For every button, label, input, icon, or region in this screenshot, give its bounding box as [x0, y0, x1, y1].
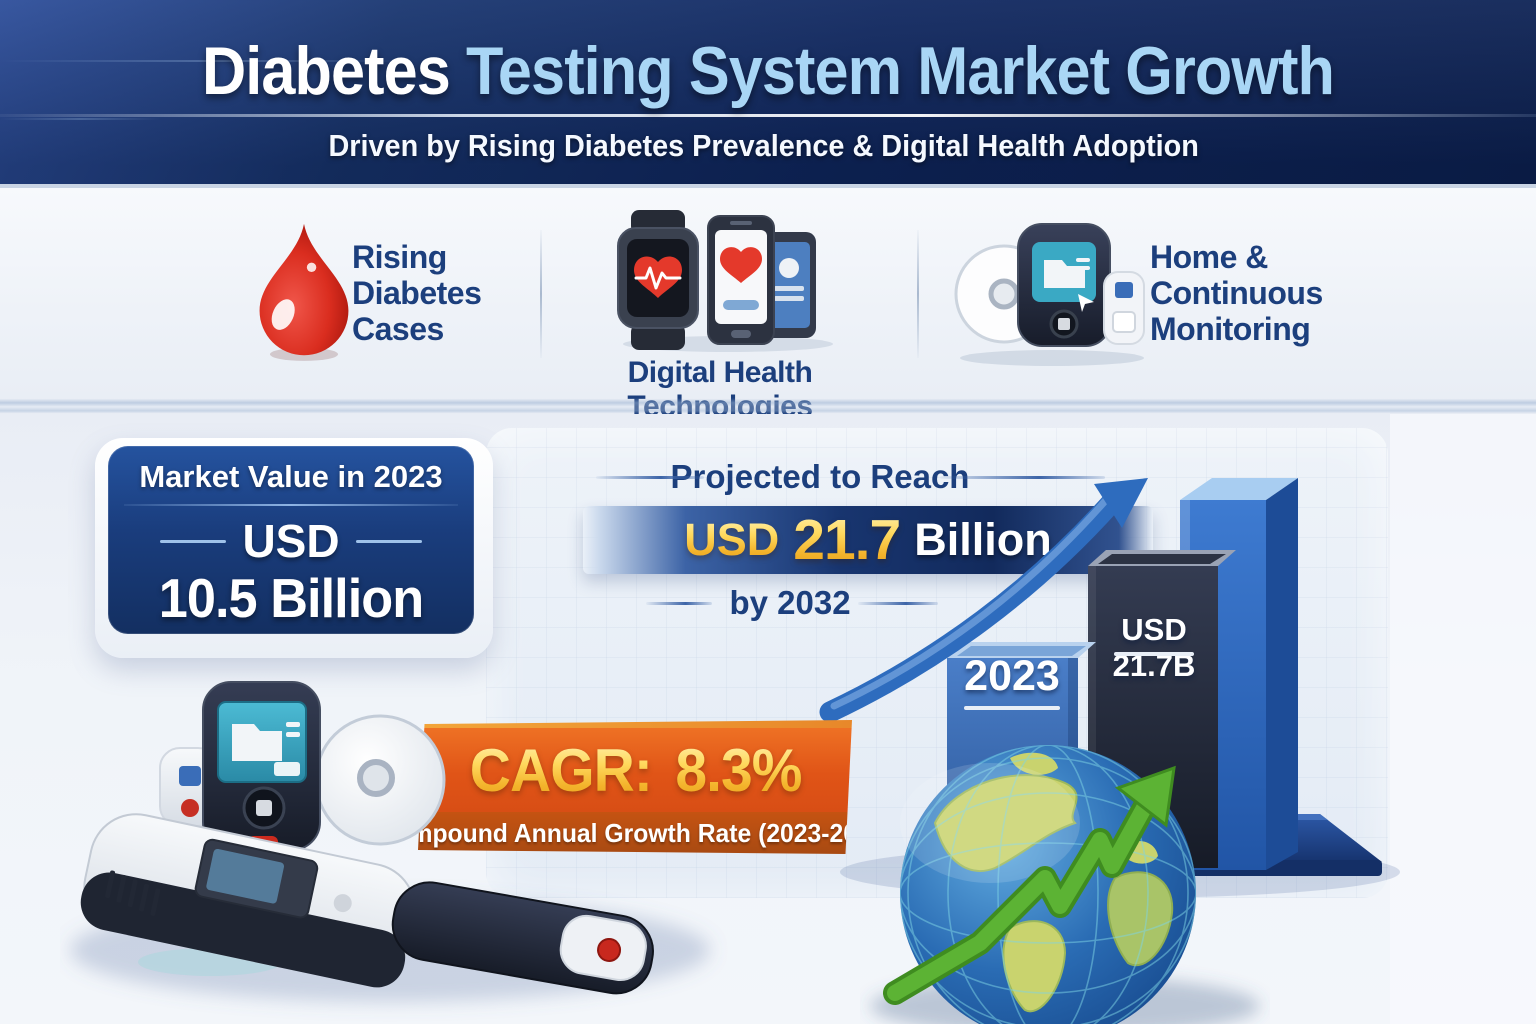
glucose-monitor-icon	[954, 223, 1145, 366]
projection-unit: Billion	[914, 514, 1052, 565]
vertical-divider	[540, 230, 542, 358]
dash-line	[940, 476, 1105, 479]
smartwatch-icon	[617, 210, 699, 350]
dash-line	[646, 602, 712, 605]
wearable-devices-icon	[617, 210, 833, 352]
green-growth-arrow-icon	[883, 765, 1176, 1005]
cagr-label: CAGR:	[469, 736, 653, 804]
health-phone-icon	[707, 215, 775, 345]
dash-line	[596, 476, 704, 479]
dash-line	[355, 539, 422, 543]
blood-drop-icon	[259, 223, 349, 361]
lancing-device-body	[80, 813, 416, 988]
glucose-devices-illustration	[70, 681, 710, 1002]
globe-illustration	[870, 745, 1260, 1024]
page-title: Diabetes Testing System Market Growth	[77, 32, 1459, 110]
features-band: Rising Diabetes Cases	[0, 184, 1536, 423]
globe-graticule	[900, 745, 1196, 1024]
feature-label-rising-diabetes: Rising Diabetes Cases	[352, 239, 482, 347]
right-background	[1390, 414, 1536, 1024]
market-value-card: Market Value in 2023 USD 10.5 Billion	[95, 438, 493, 658]
meter-icon	[1017, 223, 1111, 347]
header-streak	[0, 118, 160, 120]
title-accent: Diabetes	[201, 33, 451, 109]
title-rest: Testing System Market Growth	[449, 33, 1335, 109]
bar-label-underline	[1114, 652, 1194, 656]
cagr-banner-edge	[418, 720, 852, 728]
page-subtitle: Driven by Rising Diabetes Prevalence & D…	[328, 128, 1199, 163]
bar-label-underline	[964, 706, 1060, 710]
handheld-device-icon	[1103, 271, 1145, 345]
market-value-currency: USD	[242, 515, 340, 567]
vertical-divider	[917, 230, 919, 358]
dash-line	[858, 602, 938, 605]
bar-label-2023: 2023	[964, 652, 1060, 700]
cagr-sublabel: Compound Annual Growth Rate (2023-2022)	[377, 817, 893, 848]
projection-currency: USD	[684, 514, 780, 565]
feature-label-home-monitoring: Home & Continuous Monitoring	[1150, 239, 1323, 347]
market-value-title: Market Value in 2023	[139, 459, 443, 494]
phone-secondary-icon	[762, 232, 816, 338]
market-value-divider	[124, 504, 458, 506]
growth-arrow-icon	[819, 478, 1148, 723]
header-divider-line	[0, 114, 1536, 117]
market-value-box: Market Value in 2023 USD 10.5 Billion	[108, 446, 474, 634]
lancing-device-arm	[391, 881, 654, 995]
sensor-disc	[314, 714, 446, 846]
projection-amount: 21.7	[793, 508, 901, 572]
header-banner	[0, 0, 1536, 184]
glucose-meter	[202, 681, 321, 851]
dash-line	[160, 539, 227, 543]
cagr-banner: CAGR: 8.3% Compound Annual Growth Rate (…	[418, 720, 852, 854]
projection-heading: Projected to Reach	[670, 458, 970, 495]
section-divider	[0, 398, 1536, 414]
projection-year: by 2032	[729, 584, 851, 621]
market-value-amount: 10.5 Billion	[158, 567, 424, 629]
bar-label-2032: USD 21.7B	[1112, 612, 1196, 683]
cagr-value: 8.3%	[675, 736, 803, 804]
